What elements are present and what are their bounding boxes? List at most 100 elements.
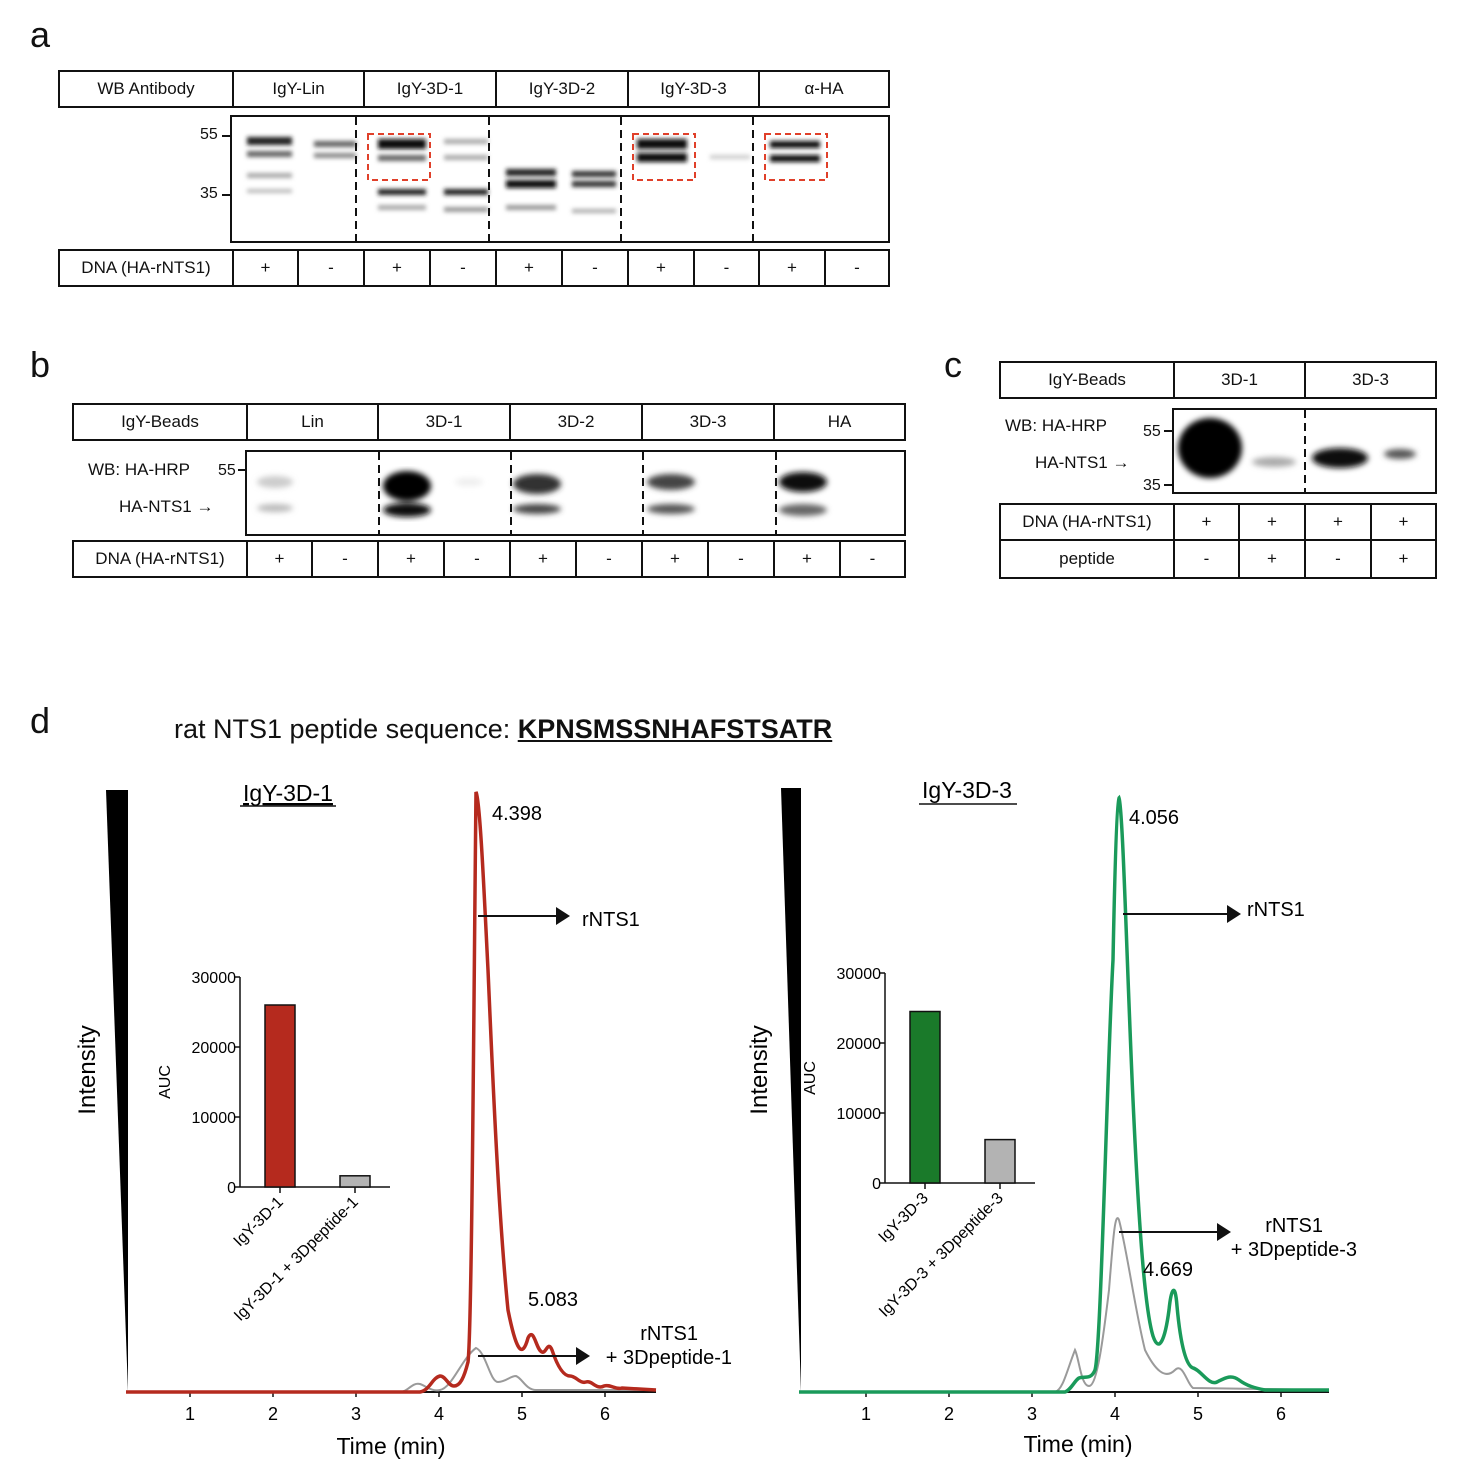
panel-d-title: rat NTS1 peptide sequence: KPNSMSSNHAFST… — [174, 714, 832, 745]
panel-b-footer-cell: - — [445, 542, 511, 576]
panel-c-blot — [1172, 408, 1437, 494]
panel-a-header-cell: IgY-3D-1 — [365, 72, 497, 106]
panel-a-footer-cell: - — [563, 251, 629, 285]
panel-a-header-cell: IgY-3D-3 — [629, 72, 760, 106]
panel-a-footer-cell: - — [854, 258, 860, 277]
panel-letter-c: c — [944, 344, 962, 385]
panel-c-row1-cell: + — [1398, 512, 1409, 531]
arrow-rNTS1 — [1123, 905, 1241, 923]
trace-peptide — [126, 1346, 650, 1393]
x-tick-label: 1 — [861, 1404, 871, 1424]
arrow-peptide-label-2: + 3Dpeptide-1 — [606, 1347, 732, 1369]
panel-a-footer-cell: - — [299, 251, 365, 285]
panel-b-header-cell: 3D-1 — [379, 405, 511, 439]
auc-bar — [984, 1138, 1016, 1184]
peak-main-label: 4.398 — [492, 803, 542, 825]
panel-letter-b: b — [30, 344, 51, 385]
panel-a-mw-35: 35 — [200, 185, 218, 202]
panel-b-header-cell: 3D-2 — [511, 405, 643, 439]
chromatogram-title: IgY-3D-1 — [243, 780, 333, 806]
panel-b-mw-tick — [238, 469, 246, 471]
panel-b-footer-table: DNA (HA-rNTS1) + - + - + - + - + - — [72, 540, 906, 578]
inset-category-label: IgY-3D-1 + 3Dpeptide-1 — [231, 1194, 362, 1325]
inset-y-tick-label: 30000 — [837, 966, 882, 983]
panel-c-blot-image — [1178, 410, 1416, 492]
x-tick-label: 5 — [517, 1404, 527, 1424]
intensity-wedge — [781, 788, 801, 1392]
panel-c-row2-cell: - — [1306, 541, 1372, 577]
auc-bar — [909, 1010, 941, 1184]
panel-c-row2-table: peptide - + - + — [999, 539, 1437, 579]
panel-c-header-cell: 3D-3 — [1352, 370, 1389, 389]
panel-b-header-cell: IgY-Beads — [74, 405, 248, 439]
arrow-rNTS1 — [478, 907, 570, 925]
inset-y-tick-label: 20000 — [192, 1040, 237, 1057]
chromatogram-right: Intensity IgY-3D-3 1 2 3 4 5 6 Time (min) 4.0… — [746, 777, 1357, 1457]
panel-d-title-prefix: rat NTS1 peptide sequence: — [174, 714, 518, 744]
inset-y-tick-label: 0 — [872, 1176, 881, 1193]
panel-c-row1-cell: + — [1175, 505, 1240, 539]
panel-b-mw-55: 55 — [218, 462, 236, 479]
x-tick-label: 2 — [268, 1404, 278, 1424]
inset-y-tick-label: 20000 — [837, 1036, 882, 1053]
panel-c-mw-35: 35 — [1143, 477, 1161, 494]
inset-category-label: IgY-3D-3 + 3Dpeptide-3 — [876, 1190, 1007, 1321]
panel-b-wb-label: WB: HA-HRP — [88, 460, 190, 479]
panel-a-header-cell: IgY-Lin — [234, 72, 365, 106]
xlabel-time: Time (min) — [1023, 1431, 1132, 1457]
panel-b-footer-cell: + — [775, 542, 841, 576]
ylabel-intensity: Intensity — [74, 1025, 101, 1114]
panel-a-footer-cell: - — [431, 251, 497, 285]
panel-c-row2-cell: - — [1175, 541, 1240, 577]
panel-b-footer-cell: + — [643, 542, 709, 576]
panel-b-footer-cell: + — [511, 542, 577, 576]
panel-c-row1-cell: + — [1240, 505, 1306, 539]
panel-b-footer-cell: + — [248, 542, 313, 576]
panel-a-header-cell: α-HA — [804, 79, 844, 98]
arrow-rNTS1-label: rNTS1 — [1247, 899, 1305, 921]
panel-b-band-label: HA-NTS1 → — [119, 497, 214, 516]
peak-second-label: 5.083 — [528, 1289, 578, 1311]
panel-c-row1-cell: + — [1306, 505, 1372, 539]
panel-c-row1-label: DNA (HA-rNTS1) — [1001, 505, 1175, 539]
arrow-rNTS1-label: rNTS1 — [582, 909, 640, 931]
x-tick-label: 6 — [1276, 1404, 1286, 1424]
inset-category-label: IgY-3D-1 — [231, 1194, 287, 1250]
auc-bar — [264, 1004, 296, 1188]
inset-y-tick-label: 0 — [227, 1180, 236, 1197]
inset-ylabel: AUC — [157, 1065, 174, 1099]
xlabel-time: Time (min) — [336, 1433, 445, 1459]
panel-c-header-cell: IgY-Beads — [1001, 363, 1175, 397]
panel-c-row2-cell: + — [1398, 549, 1409, 568]
panel-a-blot — [230, 115, 890, 243]
x-tick-label: 3 — [1027, 1404, 1037, 1424]
x-tick-label: 5 — [1193, 1404, 1203, 1424]
arrow-peptide — [478, 1347, 590, 1365]
panel-a-mw-ticks — [222, 135, 230, 196]
panel-c-header-table: IgY-Beads 3D-1 3D-3 — [999, 361, 1437, 399]
panel-b-header-cell: 3D-3 — [643, 405, 775, 439]
panel-b-header-table: IgY-Beads Lin 3D-1 3D-2 3D-3 HA — [72, 403, 906, 441]
panel-a-header-cell: IgY-3D-2 — [497, 72, 629, 106]
panel-b-blot-image — [257, 452, 827, 534]
panel-a-header-cell: WB Antibody — [60, 72, 234, 106]
arrow-peptide-label-1: rNTS1 — [640, 1323, 698, 1345]
panel-b-footer-label: DNA (HA-rNTS1) — [74, 542, 248, 576]
arrow-peptide-label-1: rNTS1 — [1265, 1215, 1323, 1237]
panel-letter-a: a — [30, 14, 51, 55]
panel-a-blot-image — [247, 117, 828, 241]
panel-letter-d: d — [30, 700, 51, 741]
panel-a-footer-cell: + — [234, 251, 299, 285]
inset-y-tick-label: 30000 — [192, 970, 237, 987]
trace-main — [126, 791, 657, 1394]
panel-c-mw-55: 55 — [1143, 423, 1161, 440]
panel-b-header-cell: Lin — [248, 405, 379, 439]
panel-d-sequence: KPNSMSSNHAFSTSATR — [517, 714, 833, 744]
panel-c-mw-ticks — [1164, 430, 1172, 486]
inset-ylabel: AUC — [802, 1061, 819, 1095]
x-tick-label: 3 — [351, 1404, 361, 1424]
chromatogram-title: IgY-3D-3 — [922, 777, 1012, 803]
panel-a-footer-cell: - — [695, 251, 760, 285]
